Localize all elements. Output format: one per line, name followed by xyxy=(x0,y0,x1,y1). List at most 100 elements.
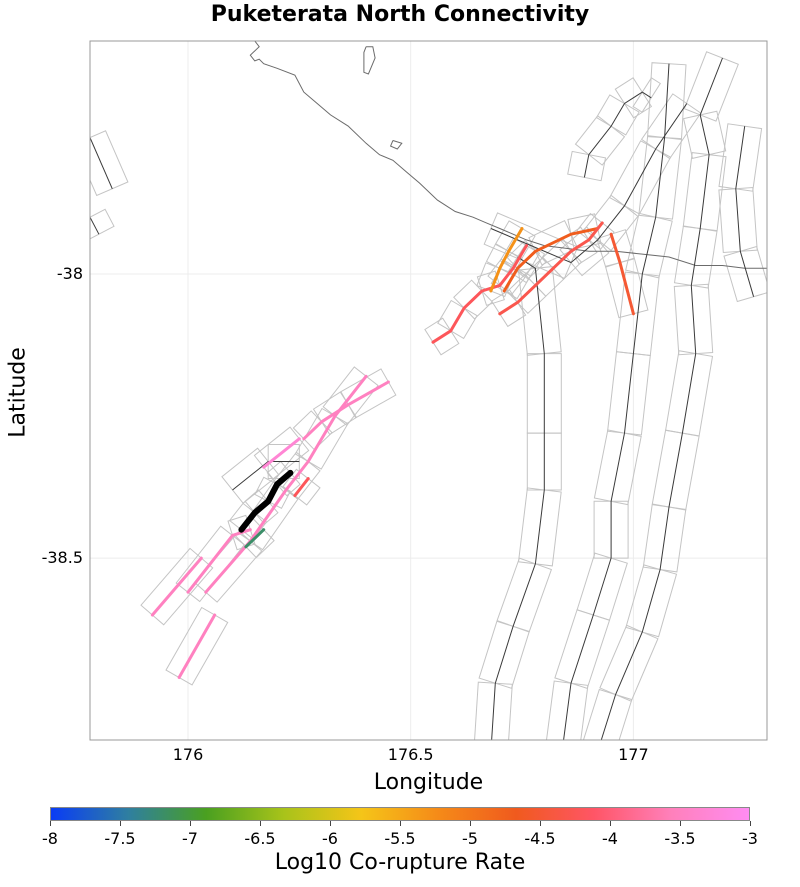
fault-subsection xyxy=(294,407,349,470)
y-axis-label: Latitude xyxy=(5,347,31,438)
fault-trace xyxy=(90,216,100,235)
rupture-segment xyxy=(502,227,600,293)
colorbar-tick-label: -7.5 xyxy=(104,829,136,848)
fault-subsection xyxy=(595,94,640,136)
fault-subsection xyxy=(90,130,129,197)
colorbar-tick-label: -6 xyxy=(322,829,338,848)
fault-subsection xyxy=(478,620,530,689)
y-tick-label: -38 xyxy=(56,264,83,283)
colorbar-tick-label: -6.5 xyxy=(244,829,276,848)
x-tick-label: 176.5 xyxy=(387,745,434,764)
fault-subsection xyxy=(453,279,494,320)
fault-subsection xyxy=(576,212,615,250)
fault-subsection xyxy=(683,110,727,159)
coastline xyxy=(249,41,767,269)
island-outline xyxy=(363,46,376,75)
colorbar-tick-label: -5 xyxy=(462,829,478,848)
fault-subsection xyxy=(723,245,767,303)
fault-subsection xyxy=(474,681,513,740)
colorbar-tick-mark xyxy=(330,821,331,826)
colorbar-tick-label: -3 xyxy=(742,829,758,848)
plot-area xyxy=(90,41,767,740)
selected-fault-layer xyxy=(238,469,294,533)
fault-subsection xyxy=(165,606,229,686)
fault-subsection xyxy=(292,410,333,451)
rupture-segments xyxy=(150,221,635,679)
fault-traces xyxy=(90,57,755,740)
fault-subsection xyxy=(322,366,379,427)
fault-subsection xyxy=(424,317,460,356)
fault-trace xyxy=(563,63,670,740)
fault-subsection xyxy=(253,426,310,480)
colorbar-tick-label: -3.5 xyxy=(664,829,696,848)
rupture-segment xyxy=(302,380,390,441)
fault-subsection xyxy=(673,283,714,356)
fault-trace xyxy=(583,91,652,178)
rupture-segment xyxy=(262,437,301,469)
colorbar-tick-label: -4.5 xyxy=(524,829,556,848)
fault-trace xyxy=(735,126,755,297)
selected-fault-trace xyxy=(238,469,294,533)
fault-subsection xyxy=(683,51,739,122)
rupture-segment xyxy=(293,477,310,498)
fault-subsection xyxy=(228,502,268,540)
fault-subsection xyxy=(495,220,536,260)
plot-frame xyxy=(89,40,768,741)
x-axis-label: Longitude xyxy=(373,770,484,795)
y-tick-label: -38.5 xyxy=(41,548,83,568)
fault-trace xyxy=(490,103,688,264)
map-title: Puketerata North Connectivity xyxy=(210,2,590,27)
colorbar-tick-mark xyxy=(470,821,471,826)
fault-subsection xyxy=(517,266,562,356)
fault-subsection xyxy=(244,489,279,525)
coastline-layer xyxy=(249,41,767,269)
fault-subsection xyxy=(485,243,523,276)
fault-subsection xyxy=(604,258,649,319)
fault-trace xyxy=(600,57,723,740)
fault-subsection xyxy=(545,680,589,740)
fault-subsection xyxy=(254,476,292,509)
fault-subsection xyxy=(632,77,661,113)
rupture-segment xyxy=(150,556,203,617)
fault-subsection xyxy=(642,504,687,573)
fault-subsection xyxy=(593,500,629,559)
colorbar-tick-mark xyxy=(50,821,51,826)
colorbar xyxy=(50,807,750,821)
fault-subsection xyxy=(682,152,727,232)
fault-subsection xyxy=(567,150,607,182)
fault-subsection xyxy=(140,547,214,626)
colorbar-tick-label: -7 xyxy=(182,829,198,848)
colorbar-tick-label: -5.5 xyxy=(384,829,416,848)
fault-trace xyxy=(232,461,300,491)
rupture-segment xyxy=(609,232,635,316)
colorbar-label: Log10 Co-rupture Rate xyxy=(274,850,526,875)
fault-subsection-polygons xyxy=(90,51,767,740)
colorbar-tick-label: -4 xyxy=(602,829,618,848)
rupture-segment xyxy=(498,221,604,316)
fault-subsection xyxy=(437,299,478,340)
rupture-segment xyxy=(177,613,217,679)
fault-subsection xyxy=(562,226,598,265)
fault-subsection xyxy=(237,480,299,551)
fault-subsection xyxy=(582,688,633,740)
fault-subsection xyxy=(90,208,115,240)
rupture-segment xyxy=(431,244,528,344)
rupture-segment xyxy=(244,528,266,549)
fault-subsection xyxy=(576,552,628,621)
fault-subsection xyxy=(615,271,660,357)
x-tick-label: 177 xyxy=(618,745,649,764)
colorbar-tick-label: -8 xyxy=(42,829,58,848)
colorbar-tick-mark xyxy=(540,821,541,826)
fault-trace xyxy=(90,137,113,189)
x-tick-label: 176 xyxy=(172,745,204,764)
fault-subsection xyxy=(647,62,687,140)
fault-subsection xyxy=(476,270,505,306)
fault-subsection xyxy=(640,93,702,160)
colorbar-tick-mark xyxy=(750,821,751,826)
fault-trace xyxy=(491,256,545,740)
fault-subsection xyxy=(614,77,653,119)
colorbar-tick-mark xyxy=(400,821,401,826)
grid xyxy=(90,41,767,740)
colorbar-tick-mark xyxy=(120,821,121,826)
